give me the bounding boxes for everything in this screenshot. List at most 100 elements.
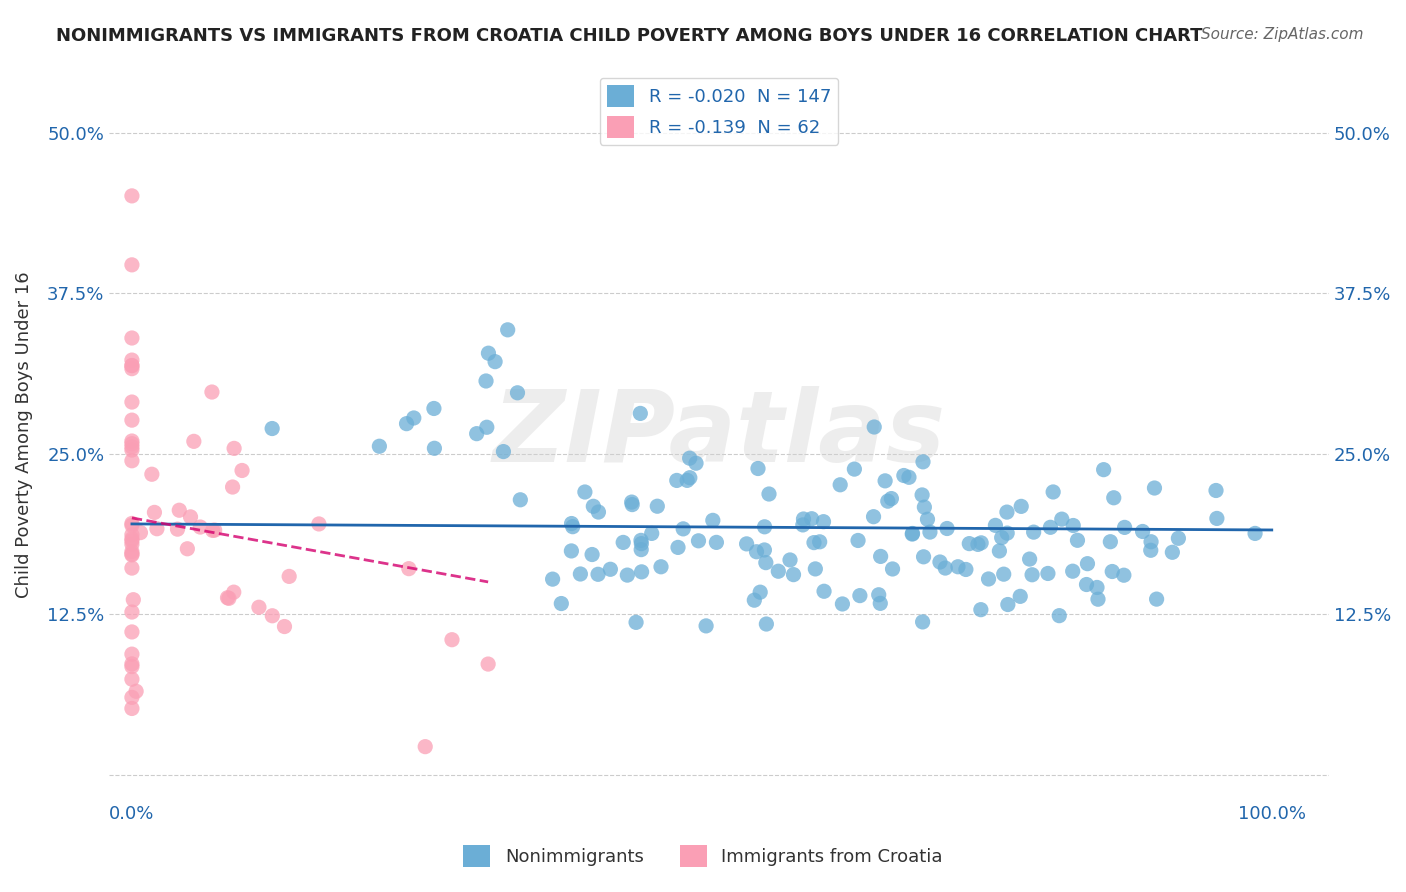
Point — [121, 359, 143, 373]
Point — [849, 589, 872, 603]
Point — [934, 561, 956, 575]
Point — [929, 555, 952, 569]
Point — [678, 451, 700, 466]
Point — [779, 553, 801, 567]
Point — [1114, 520, 1136, 534]
Point — [1132, 524, 1154, 539]
Point — [911, 455, 934, 469]
Point — [782, 567, 804, 582]
Point — [169, 503, 191, 517]
Point — [121, 657, 143, 671]
Point — [582, 500, 605, 514]
Point — [121, 353, 143, 368]
Point — [936, 521, 959, 535]
Point — [423, 442, 446, 456]
Point — [647, 500, 669, 514]
Point — [616, 568, 638, 582]
Point — [742, 593, 765, 607]
Point — [1066, 533, 1088, 548]
Point — [695, 619, 717, 633]
Point — [121, 672, 143, 686]
Text: Source: ZipAtlas.com: Source: ZipAtlas.com — [1201, 27, 1364, 42]
Point — [846, 533, 869, 548]
Point — [621, 498, 644, 512]
Point — [702, 513, 724, 527]
Point — [262, 608, 284, 623]
Point — [1143, 481, 1166, 495]
Point — [1205, 483, 1227, 498]
Point — [755, 556, 778, 570]
Point — [630, 565, 652, 579]
Point — [946, 559, 969, 574]
Point — [706, 535, 728, 549]
Point — [221, 480, 243, 494]
Point — [561, 519, 583, 533]
Point — [477, 657, 499, 671]
Y-axis label: Child Poverty Among Boys Under 16: Child Poverty Among Boys Under 16 — [15, 271, 32, 598]
Point — [641, 526, 664, 541]
Point — [1087, 592, 1109, 607]
Point — [121, 443, 143, 458]
Point — [1021, 567, 1043, 582]
Legend: Nonimmigrants, Immigrants from Croatia: Nonimmigrants, Immigrants from Croatia — [456, 838, 950, 874]
Point — [121, 548, 143, 562]
Point — [121, 537, 143, 551]
Point — [121, 533, 143, 548]
Point — [917, 512, 939, 526]
Point — [475, 420, 498, 434]
Point — [620, 495, 643, 509]
Point — [1010, 590, 1032, 604]
Point — [735, 537, 758, 551]
Point — [912, 500, 935, 515]
Point — [893, 468, 915, 483]
Point — [755, 617, 778, 632]
Point — [143, 505, 166, 519]
Point — [628, 406, 651, 420]
Point — [121, 258, 143, 272]
Point — [912, 549, 935, 564]
Point — [121, 359, 143, 373]
Point — [166, 522, 188, 536]
Point — [1099, 534, 1122, 549]
Point — [1036, 566, 1059, 581]
Point — [988, 544, 1011, 558]
Point — [201, 384, 224, 399]
Point — [581, 548, 603, 562]
Point — [880, 491, 903, 506]
Point — [813, 584, 835, 599]
Point — [800, 512, 823, 526]
Point — [862, 509, 884, 524]
Point — [121, 518, 143, 533]
Legend: R = -0.020  N = 147, R = -0.139  N = 62: R = -0.020 N = 147, R = -0.139 N = 62 — [600, 78, 838, 145]
Point — [901, 526, 924, 541]
Point — [308, 516, 330, 531]
Point — [993, 567, 1015, 582]
Point — [792, 517, 814, 532]
Point — [1076, 557, 1098, 571]
Point — [121, 361, 143, 376]
Point — [121, 532, 143, 546]
Point — [1062, 518, 1084, 533]
Point — [911, 615, 934, 629]
Point — [685, 456, 707, 470]
Point — [1112, 568, 1135, 582]
Point — [129, 525, 152, 540]
Point — [541, 572, 564, 586]
Point — [550, 597, 572, 611]
Point — [1146, 592, 1168, 607]
Point — [754, 520, 776, 534]
Point — [1047, 608, 1070, 623]
Point — [995, 505, 1018, 519]
Point — [1101, 565, 1123, 579]
Point — [122, 592, 145, 607]
Point — [911, 488, 934, 502]
Text: NONIMMIGRANTS VS IMMIGRANTS FROM CROATIA CHILD POVERTY AMONG BOYS UNDER 16 CORRE: NONIMMIGRANTS VS IMMIGRANTS FROM CROATIA… — [56, 27, 1202, 45]
Point — [882, 562, 904, 576]
Point — [970, 602, 993, 616]
Point — [754, 543, 776, 558]
Point — [231, 463, 253, 477]
Point — [188, 520, 211, 534]
Point — [977, 572, 1000, 586]
Point — [141, 467, 163, 482]
Point — [665, 474, 688, 488]
